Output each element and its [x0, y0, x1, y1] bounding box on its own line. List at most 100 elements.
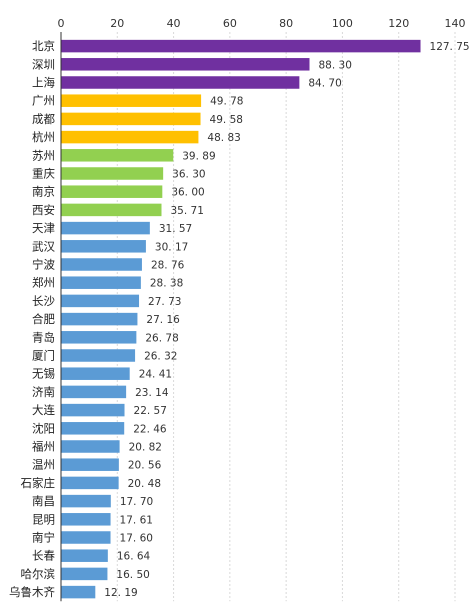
- x-tick-label: 40: [167, 17, 181, 30]
- value-labels: 127. 75 88. 30 84. 70 49. 78 49. 58 48. 83 39.…: [104, 41, 469, 599]
- bar: [61, 58, 310, 71]
- bar: [61, 240, 146, 253]
- value-label: 20. 82: [129, 442, 162, 454]
- bar: [61, 39, 421, 53]
- category-label: 北京: [32, 39, 55, 53]
- bar: [61, 585, 96, 599]
- bar: [61, 112, 201, 126]
- bar: [61, 167, 164, 180]
- category-label: 长春: [32, 549, 55, 563]
- value-label: 49. 78: [210, 96, 243, 108]
- x-tick-label: 20: [110, 17, 124, 30]
- x-tick-label: 100: [332, 17, 353, 30]
- value-label: 22. 57: [134, 405, 167, 417]
- bar: [61, 367, 130, 380]
- bar: [61, 294, 140, 308]
- category-label: 合肥: [32, 312, 55, 326]
- category-label: 南宁: [32, 531, 55, 545]
- bar: [61, 385, 127, 399]
- value-label: 30. 17: [155, 241, 188, 253]
- bar: [61, 349, 136, 362]
- value-label: 17. 61: [120, 514, 153, 526]
- x-tick-label: 140: [445, 17, 466, 30]
- value-label: 17. 70: [120, 496, 153, 508]
- bar: [61, 276, 141, 289]
- category-label: 乌鲁木齐: [9, 585, 55, 599]
- bar: [61, 130, 199, 144]
- category-label: 重庆: [32, 167, 55, 181]
- category-label: 哈尔滨: [21, 567, 56, 581]
- value-label: 16. 64: [117, 551, 151, 563]
- value-label: 88. 30: [319, 59, 352, 71]
- value-label: 22. 46: [133, 423, 167, 435]
- category-label: 温州: [32, 458, 55, 472]
- value-label: 28. 38: [150, 278, 183, 290]
- bar: [61, 567, 108, 581]
- bar: [61, 258, 142, 271]
- bar: [61, 422, 125, 435]
- category-label: 南昌: [32, 494, 55, 508]
- x-tick-label: 60: [223, 17, 237, 30]
- value-label: 84. 70: [308, 78, 341, 90]
- category-label: 济南: [32, 385, 55, 399]
- bar: [61, 549, 108, 562]
- category-label: 苏州: [32, 148, 55, 162]
- bar: [61, 440, 120, 453]
- value-label: 20. 56: [128, 460, 162, 472]
- value-label: 35. 71: [170, 205, 203, 217]
- value-label: 31. 57: [159, 223, 192, 235]
- category-label: 石家庄: [21, 476, 56, 490]
- value-label: 23. 14: [135, 387, 169, 399]
- bar: [61, 458, 119, 471]
- value-label: 12. 19: [104, 587, 137, 599]
- bar: [61, 203, 162, 217]
- category-label: 南京: [32, 185, 55, 199]
- bar: [61, 403, 125, 417]
- bar: [61, 76, 300, 89]
- category-label: 郑州: [32, 276, 55, 290]
- category-label: 西安: [32, 203, 55, 217]
- bar: [61, 513, 111, 526]
- bar: [61, 94, 202, 107]
- x-axis-ticks: 0 20 40 60 80 100 120 140: [58, 17, 466, 30]
- category-label: 宁波: [32, 258, 55, 272]
- value-label: 28. 76: [151, 260, 185, 272]
- bar: [61, 149, 174, 162]
- value-label: 27. 73: [148, 296, 181, 308]
- bar: [61, 494, 111, 508]
- value-label: 16. 50: [116, 569, 149, 581]
- category-label: 无锡: [32, 367, 55, 381]
- category-label: 长沙: [32, 294, 55, 308]
- x-tick-label: 120: [388, 17, 409, 30]
- value-label: 127. 75: [430, 41, 470, 53]
- x-tick-label: 0: [58, 17, 65, 30]
- category-label: 昆明: [32, 512, 55, 526]
- bar: [61, 312, 138, 326]
- value-label: 48. 83: [207, 132, 240, 144]
- category-label: 福州: [32, 440, 55, 454]
- value-label: 49. 58: [210, 114, 243, 126]
- category-label: 深圳: [32, 57, 55, 71]
- category-label: 武汉: [32, 239, 55, 253]
- category-label: 广州: [32, 94, 55, 108]
- bar: [61, 331, 137, 344]
- category-label: 天津: [32, 221, 55, 235]
- bar: [61, 221, 150, 235]
- bar: [61, 531, 111, 544]
- category-label: 大连: [32, 403, 55, 417]
- value-label: 26. 32: [144, 351, 177, 363]
- value-label: 36. 00: [171, 187, 204, 199]
- category-labels: 北京深圳上海广州成都杭州苏州重庆南京西安天津武汉宁波郑州长沙合肥青岛厦门无锡济南…: [9, 39, 55, 599]
- category-label: 上海: [32, 76, 55, 90]
- value-label: 36. 30: [172, 169, 205, 181]
- value-label: 17. 60: [120, 533, 153, 545]
- category-label: 成都: [32, 112, 55, 126]
- category-label: 杭州: [32, 130, 55, 144]
- value-label: 20. 48: [128, 478, 161, 490]
- category-label: 厦门: [32, 349, 55, 363]
- value-label: 39. 89: [182, 150, 215, 162]
- bar: [61, 185, 163, 198]
- bar: [61, 476, 119, 490]
- value-label: 26. 78: [145, 332, 178, 344]
